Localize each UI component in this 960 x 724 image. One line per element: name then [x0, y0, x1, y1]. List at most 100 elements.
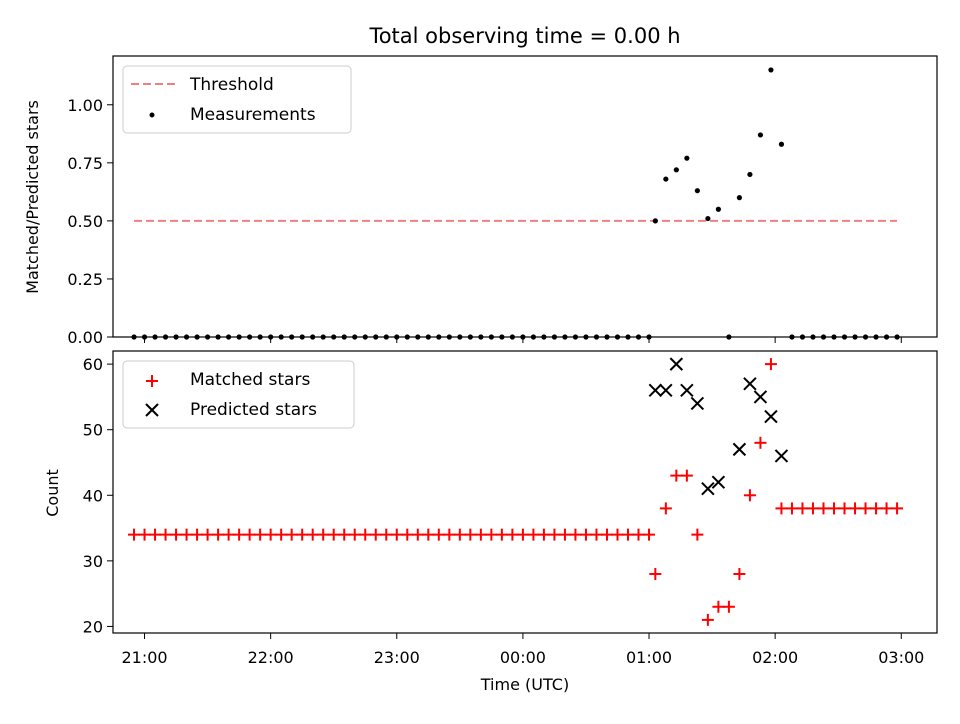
- ratio-panel: 0.00 0.25 0.50 0.75 1.00 Matched/Predicted s…: [23, 55, 938, 347]
- predicted-star-point: [659, 383, 673, 398]
- matched-star-point: [611, 528, 624, 541]
- matched-star-point: [306, 528, 319, 541]
- matched-legend-label: Matched stars: [190, 370, 310, 390]
- matched-star-point: [670, 469, 683, 482]
- matched-star-point: [548, 528, 561, 541]
- matched-star-point: [201, 528, 214, 541]
- ratio-y-tick-label: 1.00: [67, 96, 103, 115]
- matched-star-point: [275, 528, 288, 541]
- measurement-point: [684, 155, 690, 161]
- matched-star-point: [243, 528, 256, 541]
- matched-star-point: [659, 502, 672, 515]
- matched-star-point: [348, 528, 361, 541]
- matched-star-point: [254, 528, 267, 541]
- measurement-point: [778, 141, 785, 147]
- matched-star-point: [380, 528, 393, 541]
- count-panel: 20 30 40 50 60 21:00 22:00 23:00 00:00 01:00 02:0…: [43, 350, 938, 694]
- chart-title: Total observing time = 0.00 h: [368, 24, 680, 48]
- predicted-star-point: [669, 357, 684, 371]
- matched-star-point: [569, 528, 582, 541]
- measurement-point: [705, 215, 711, 222]
- matched-star-point: [600, 528, 613, 541]
- ratio-y-tick-label: 0.50: [67, 212, 103, 231]
- matched-star-point: [764, 358, 777, 371]
- x-tick-label: 21:00: [121, 648, 167, 667]
- count-legend-box: [122, 360, 355, 429]
- matched-star-point: [796, 502, 809, 515]
- count-y-tick-label: 20: [83, 617, 103, 636]
- predicted-star-point: [690, 396, 705, 411]
- matched-star-point: [401, 528, 414, 541]
- matched-star-point: [712, 600, 725, 613]
- matched-star-point: [212, 528, 225, 541]
- matched-star-point: [649, 567, 662, 580]
- matched-star-point: [138, 528, 151, 541]
- count-y-tick-label: 40: [83, 486, 103, 505]
- measurement-point: [768, 67, 774, 73]
- count-y-tick-label: 30: [83, 552, 103, 571]
- matched-star-point: [785, 502, 798, 515]
- ratio-panel-frame: [112, 55, 938, 338]
- predicted-star-point: [774, 449, 789, 463]
- matched-star-point: [495, 528, 508, 541]
- predicted-star-point: [753, 390, 768, 404]
- matched-star-point: [128, 528, 141, 541]
- matched-star-point: [558, 528, 571, 541]
- matched-star-point: [506, 528, 519, 541]
- predicted-star-points: [648, 357, 789, 496]
- measurements-legend-label: Measurements: [190, 105, 316, 125]
- threshold-legend-label: Threshold: [189, 75, 274, 95]
- matched-star-point: [485, 528, 498, 541]
- matched-star-point: [443, 528, 456, 541]
- matched-star-point: [149, 528, 162, 541]
- matched-star-point: [369, 528, 382, 541]
- ratio-legend-box: [122, 65, 352, 134]
- matched-star-point: [775, 502, 788, 515]
- matched-star-point: [464, 528, 477, 541]
- ratio-y-tick-label: 0.75: [67, 154, 103, 173]
- matched-star-point: [754, 436, 767, 449]
- matched-star-points: [128, 358, 904, 626]
- matched-star-point: [317, 528, 330, 541]
- matched-star-point: [191, 528, 204, 541]
- count-legend: Matched stars Predicted stars: [122, 360, 355, 429]
- matched-star-point: [859, 502, 872, 515]
- predicted-star-point: [648, 383, 663, 398]
- predicted-star-point: [680, 383, 694, 398]
- matched-legend-swatch: [146, 375, 158, 387]
- x-axis-label: Time (UTC): [480, 675, 569, 694]
- matched-star-point: [474, 528, 487, 541]
- x-tick-label: 03:00: [878, 648, 924, 667]
- matched-star-point: [432, 528, 445, 541]
- matched-star-point: [838, 502, 851, 515]
- matched-star-point: [453, 528, 466, 541]
- count-panel-frame: [112, 350, 938, 634]
- measurement-point: [715, 206, 721, 212]
- matched-star-point: [222, 528, 235, 541]
- matched-star-point: [733, 567, 746, 580]
- matched-star-point: [680, 469, 693, 482]
- matched-star-point: [849, 502, 862, 515]
- measurement-point: [757, 132, 764, 138]
- predicted-legend-label: Predicted stars: [190, 400, 317, 420]
- matched-star-point: [180, 528, 193, 541]
- predicted-legend-swatch: [145, 403, 159, 417]
- matched-star-point: [233, 528, 246, 541]
- matched-star-point: [264, 528, 277, 541]
- matched-star-point: [806, 502, 819, 515]
- measurement-point: [736, 195, 743, 201]
- predicted-star-point: [743, 377, 757, 391]
- matched-star-point: [296, 528, 309, 541]
- ratio-y-tick-label: 0.00: [67, 328, 103, 347]
- matched-star-point: [390, 528, 403, 541]
- measurement-point: [663, 176, 669, 182]
- predicted-star-point: [764, 409, 778, 424]
- matched-star-point: [643, 528, 656, 541]
- matched-star-point: [722, 600, 735, 613]
- measurement-point: [694, 188, 700, 194]
- count-y-axis-label: Count: [43, 469, 62, 517]
- matched-star-point: [359, 528, 372, 541]
- matched-star-point: [691, 528, 704, 541]
- matched-star-point: [632, 528, 645, 541]
